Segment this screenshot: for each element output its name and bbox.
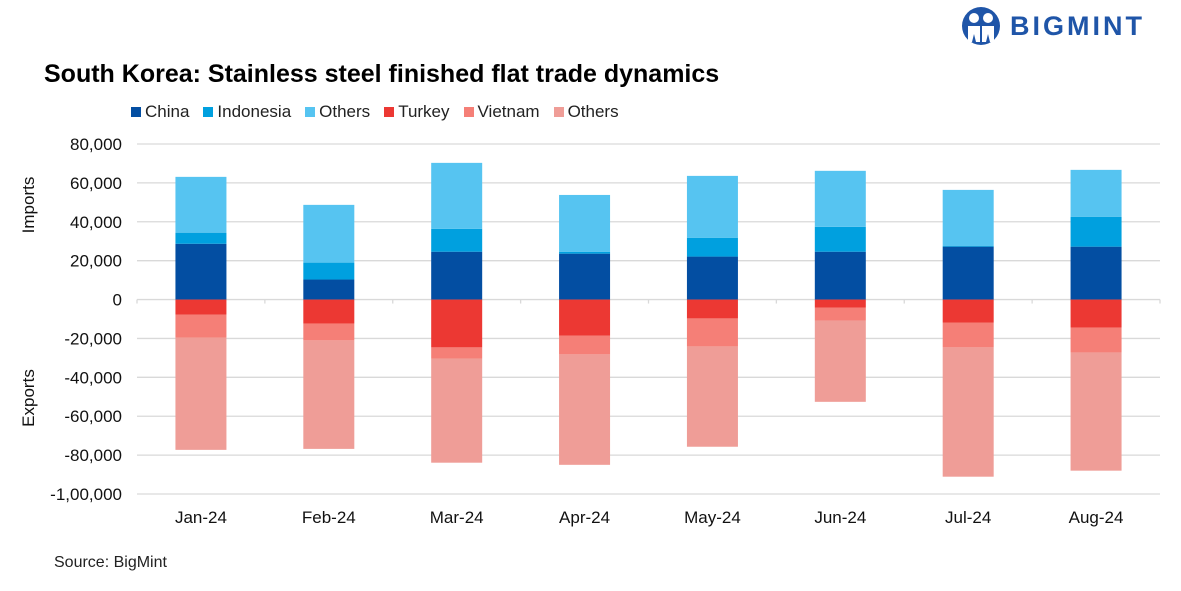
bar-imports-china	[303, 279, 355, 300]
bar-imports-others	[431, 162, 483, 229]
bar-exports-others	[559, 354, 611, 465]
legend-swatch	[305, 107, 316, 117]
bar-imports-others	[686, 175, 738, 238]
y-tick-label: 0	[113, 291, 122, 310]
bar-exports-turkey	[559, 299, 611, 336]
legend-label: Others	[319, 102, 371, 121]
y-tick-label: -1,00,000	[50, 485, 122, 504]
legend-swatch	[553, 107, 564, 117]
x-tick-label: Mar-24	[430, 508, 484, 527]
legend-swatch	[463, 107, 474, 117]
legend-item: Others	[305, 102, 370, 122]
bar-imports-china	[431, 251, 483, 300]
bar-exports-others	[814, 320, 866, 402]
bar-imports-indonesia	[814, 226, 866, 252]
bar-imports-china	[942, 246, 994, 300]
bar-imports-others	[303, 204, 355, 263]
legend-label: Turkey	[398, 102, 450, 121]
y-tick-label: 60,000	[70, 174, 122, 193]
bar-imports-china	[814, 251, 866, 300]
bar-exports-turkey	[1070, 299, 1122, 328]
bar-imports-indonesia	[686, 237, 738, 257]
bar-exports-turkey	[942, 299, 994, 323]
legend-label: China	[145, 102, 190, 121]
source-note: Source: BigMint	[54, 554, 167, 571]
bar-exports-vietnam	[175, 314, 227, 338]
bar-exports-turkey	[303, 299, 355, 324]
bar-exports-others	[686, 346, 738, 447]
y-tick-label: 80,000	[70, 135, 122, 154]
bar-imports-china	[559, 253, 611, 300]
y-tick-label: -60,000	[64, 407, 122, 426]
y-axis-label-exports: Exports	[19, 369, 38, 427]
bar-exports-vietnam	[559, 335, 611, 355]
x-tick-label: Jul-24	[945, 508, 991, 527]
y-tick-label: -80,000	[64, 446, 122, 465]
bigmint-logo-text: BIGMINT	[1010, 10, 1145, 41]
bar-imports-others	[942, 189, 994, 246]
bar-exports-others	[175, 337, 227, 450]
legend: China Indonesia Others Turkey Vietnam Others	[131, 102, 619, 122]
bar-imports-indonesia	[303, 262, 355, 280]
bigmint-logo: BIGMINT	[960, 6, 1145, 46]
y-tick-label: 40,000	[70, 213, 122, 232]
bar-exports-vietnam	[1070, 327, 1122, 353]
legend-item: China	[131, 102, 189, 122]
bar-imports-china	[686, 256, 738, 300]
bar-imports-others	[175, 176, 227, 233]
bar-exports-others	[431, 358, 483, 463]
bar-imports-indonesia	[942, 245, 994, 247]
bar-exports-turkey	[814, 299, 866, 308]
bar-imports-others	[814, 170, 866, 227]
x-tick-label: Feb-24	[302, 508, 356, 527]
bar-imports-indonesia	[175, 232, 227, 244]
y-tick-label: -20,000	[64, 329, 122, 348]
legend-swatch	[131, 107, 141, 117]
bar-exports-turkey	[431, 299, 483, 348]
y-tick-label: 20,000	[70, 252, 122, 271]
bar-imports-china	[1070, 246, 1122, 300]
bar-imports-others	[559, 194, 611, 252]
y-axis-label-imports: Imports	[19, 177, 38, 234]
bar-imports-others	[1070, 169, 1122, 217]
bar-exports-turkey	[175, 299, 227, 315]
bar-exports-turkey	[686, 299, 738, 319]
bar-exports-vietnam	[814, 307, 866, 321]
chart-title: South Korea: Stainless steel finished fl…	[44, 60, 720, 88]
x-tick-label: Apr-24	[559, 508, 610, 527]
bar-exports-others	[942, 347, 994, 477]
bar-imports-indonesia	[431, 228, 483, 252]
legend-label: Others	[567, 102, 619, 121]
bar-exports-others	[303, 340, 355, 449]
legend-swatch	[203, 107, 214, 117]
bar-exports-vietnam	[942, 322, 994, 348]
legend-label: Indonesia	[217, 102, 292, 121]
y-tick-label: -40,000	[64, 368, 122, 387]
bar-exports-vietnam	[686, 318, 738, 347]
legend-item: Turkey	[384, 102, 450, 122]
x-tick-label: Jan-24	[175, 508, 227, 527]
bigmint-logo-icon	[962, 7, 1000, 45]
legend-item: Indonesia	[203, 102, 291, 122]
legend-item: Others	[553, 102, 619, 122]
bar-imports-indonesia	[1070, 216, 1122, 247]
bar-imports-china	[175, 243, 227, 300]
bar-exports-vietnam	[431, 347, 483, 359]
legend-swatch	[384, 107, 395, 117]
x-tick-label: Aug-24	[1069, 508, 1124, 527]
legend-label: Vietnam	[477, 102, 540, 121]
legend-item: Vietnam	[463, 102, 540, 122]
bar-exports-others	[1070, 352, 1122, 471]
bar-exports-vietnam	[303, 323, 355, 341]
x-tick-label: Jun-24	[814, 508, 866, 527]
x-tick-label: May-24	[684, 508, 741, 527]
bar-imports-indonesia	[559, 251, 611, 254]
